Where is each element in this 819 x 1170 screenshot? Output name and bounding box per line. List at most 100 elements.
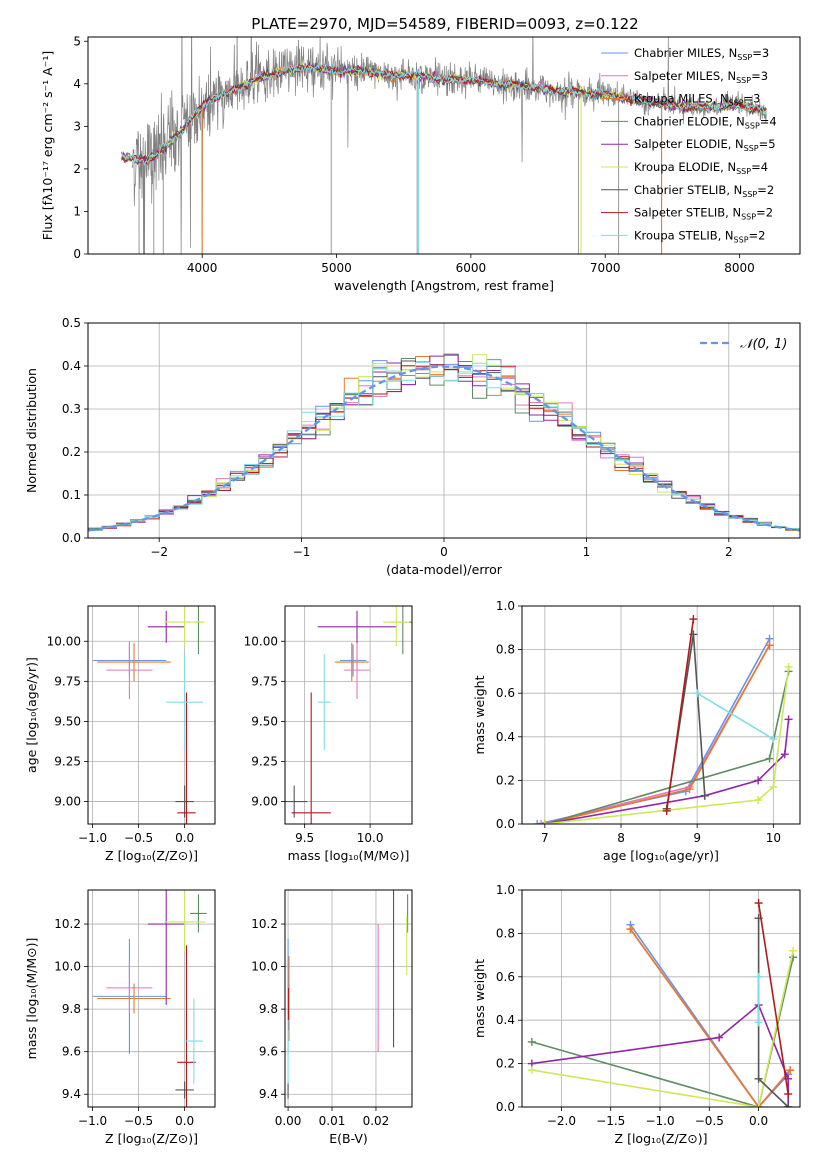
weight-marker-salpeter_stelib (662, 806, 671, 815)
errorbar-chabrier_elodie (190, 894, 207, 933)
clipped-mass_vs_Z (92, 890, 207, 1107)
errorbar-salpeter_miles (343, 641, 371, 699)
clipped-age_vs_mass (285, 606, 412, 824)
axis-label-y: mass weight (472, 675, 487, 754)
plot-area-weight_vs_age (533, 615, 793, 824)
tick-label-x: 10 (766, 831, 781, 845)
plot-area-age_vs_Z (92, 606, 205, 824)
tick-label-x: −1 (293, 545, 311, 559)
errorbar-kroupa_elodie (383, 606, 410, 647)
tick-label-y: 2 (73, 162, 81, 176)
plot-area-residuals: 𝒩(0, 1) (88, 337, 800, 532)
weight-marker-chabrier_stelib (700, 791, 709, 800)
errorbar-salpeter_miles (106, 641, 153, 699)
legend-residuals: 𝒩(0, 1) (700, 337, 787, 352)
tick-label-x: −0.5 (124, 831, 153, 845)
tick-label-y: 10.00 (244, 634, 278, 648)
weight-marker-kroupa_elodie (784, 663, 793, 672)
tick-label-y: 4 (73, 77, 81, 91)
tick-label-y: 9.6 (259, 1045, 278, 1059)
plot-area-weight_vs_Z (527, 899, 798, 1107)
tick-label-x: −0.5 (124, 1114, 153, 1128)
tick-label-y: 10.0 (54, 960, 81, 974)
gaussian-reference-line (88, 365, 800, 532)
weight-marker-salpeter_stelib (689, 615, 698, 624)
weight-marker-chabrier_miles (533, 820, 542, 824)
weight-marker-salpeter_elodie (784, 715, 793, 724)
legend-label-chabrier_miles: Chabrier MILES, NSSP=3 (634, 46, 769, 62)
weight-marker-salpeter_elodie (754, 776, 763, 785)
weight-line-kroupa_elodie (531, 950, 794, 1107)
legend-label-chabrier_elodie: Chabrier ELODIE, NSSP=4 (634, 114, 777, 130)
tick-label-x: 0.0 (175, 1114, 194, 1128)
tick-label-y: 0.8 (496, 643, 515, 657)
weight-marker-salpeter_elodie (780, 750, 789, 759)
tick-label-y: 10.0 (251, 960, 278, 974)
tick-label-y: 0.6 (496, 970, 515, 984)
errorbar-kroupa_miles (334, 642, 369, 682)
weight-marker-kroupa_elodie (754, 796, 763, 805)
legend-spectrum: Chabrier MILES, NSSP=3 Salpeter MILES, NS… (601, 46, 777, 244)
tick-label-y: 1.0 (496, 599, 515, 613)
legend-label-salpeter_miles: Salpeter MILES, NSSP=3 (634, 69, 768, 85)
weight-line-salpeter_stelib (665, 618, 695, 812)
weight-line-chabrier_elodie (531, 957, 794, 1107)
clipped-age_vs_Z (92, 606, 205, 824)
histogram-chabrier_stelib (88, 360, 800, 531)
tick-label-y: 9.25 (54, 754, 81, 768)
tick-label-y: 10.00 (47, 634, 81, 648)
weight-marker-kroupa_elodie (789, 946, 798, 955)
errorbar-kroupa_stelib (184, 998, 204, 1084)
weight-marker-chabrier_elodie (527, 1037, 536, 1046)
weight-marker-salpeter_stelib (784, 1089, 793, 1098)
tick-label-x: 6000 (456, 261, 487, 275)
tick-label-x: −1.5 (596, 1114, 625, 1128)
tick-label-y: 5 (73, 34, 81, 48)
figure-title: PLATE=2970, MJD=54589, FIBERID=0093, z=0… (251, 15, 638, 33)
errorbar-salpeter_stelib (177, 945, 196, 1107)
weight-marker-kroupa_stelib (754, 972, 763, 981)
axes-frame (284, 605, 413, 825)
axis-label-x: Z [log₁₀(Z/Z⊙)] (105, 1131, 198, 1146)
tick-label-x: 8 (617, 831, 625, 845)
axis-label-x: mass [log₁₀(M/M⊙)] (288, 848, 410, 863)
tick-label-y: 1.0 (496, 883, 515, 897)
tick-label-x: −1.0 (645, 1114, 674, 1128)
tick-label-y: 10.2 (54, 917, 81, 931)
tick-label-x: −2.0 (547, 1114, 576, 1128)
weight-marker-kroupa_miles (786, 1066, 795, 1075)
axis-label-y: Flux [fλ10⁻¹⁷ erg cm⁻² s⁻¹ A⁻¹] (40, 51, 55, 240)
errorbar-kroupa_stelib (166, 654, 204, 751)
axis-label-x: (data-model)/error (386, 562, 503, 577)
axes-frame (284, 889, 413, 1108)
tick-label-y: 9.75 (251, 674, 278, 688)
tick-label-y: 9.25 (251, 754, 278, 768)
weight-line-kroupa_miles (629, 928, 791, 1107)
axes-frame (521, 889, 801, 1108)
errorbar-chabrier_stelib (175, 1081, 194, 1099)
tick-label-y: 9.50 (54, 714, 81, 728)
weight-marker-chabrier_elodie (765, 754, 774, 763)
errorbar-salpeter_stelib (177, 692, 196, 824)
tick-label-x: 0.00 (275, 1114, 302, 1128)
tick-label-y: 0.2 (496, 1057, 515, 1071)
panel-mass_vs_Z: −1.0 −0.5 0.0 9.4 9.6 9.8 10.0 10.2 Z [log₁₀(Z/Z… (24, 889, 216, 1146)
tick-label-y: 0.8 (496, 926, 515, 940)
tick-label-x: 0.02 (363, 1114, 390, 1128)
panel-weight_vs_age: 7 8 9 10 0.0 0.2 0.4 0.6 0.8 1.0 age [log₁₀(age/yr… (472, 599, 801, 863)
tick-label-y: 9.75 (54, 674, 81, 688)
plot-area-mass_vs_EBV (287, 890, 409, 1099)
tick-label-x: 2 (725, 545, 733, 559)
panel-age_vs_mass: 9.5 10.0 9.00 9.25 9.50 9.75 10.00 mass [log₁₀(… (244, 605, 413, 863)
weight-marker-chabrier_stelib (754, 1074, 763, 1083)
tick-label-x: 4000 (187, 261, 218, 275)
tick-label-x: 7 (541, 831, 549, 845)
tick-label-x: −1.0 (78, 831, 107, 845)
legend-label-kroupa_miles: Kroupa MILES, NSSP=3 (634, 92, 760, 108)
weight-line-kroupa_stelib (696, 692, 774, 740)
weight-marker-salpeter_elodie (715, 1033, 724, 1042)
errorbar-salpeter_elodie (317, 610, 397, 643)
weight-marker-kroupa_stelib (693, 689, 702, 698)
tick-label-y: 10.2 (251, 917, 278, 931)
